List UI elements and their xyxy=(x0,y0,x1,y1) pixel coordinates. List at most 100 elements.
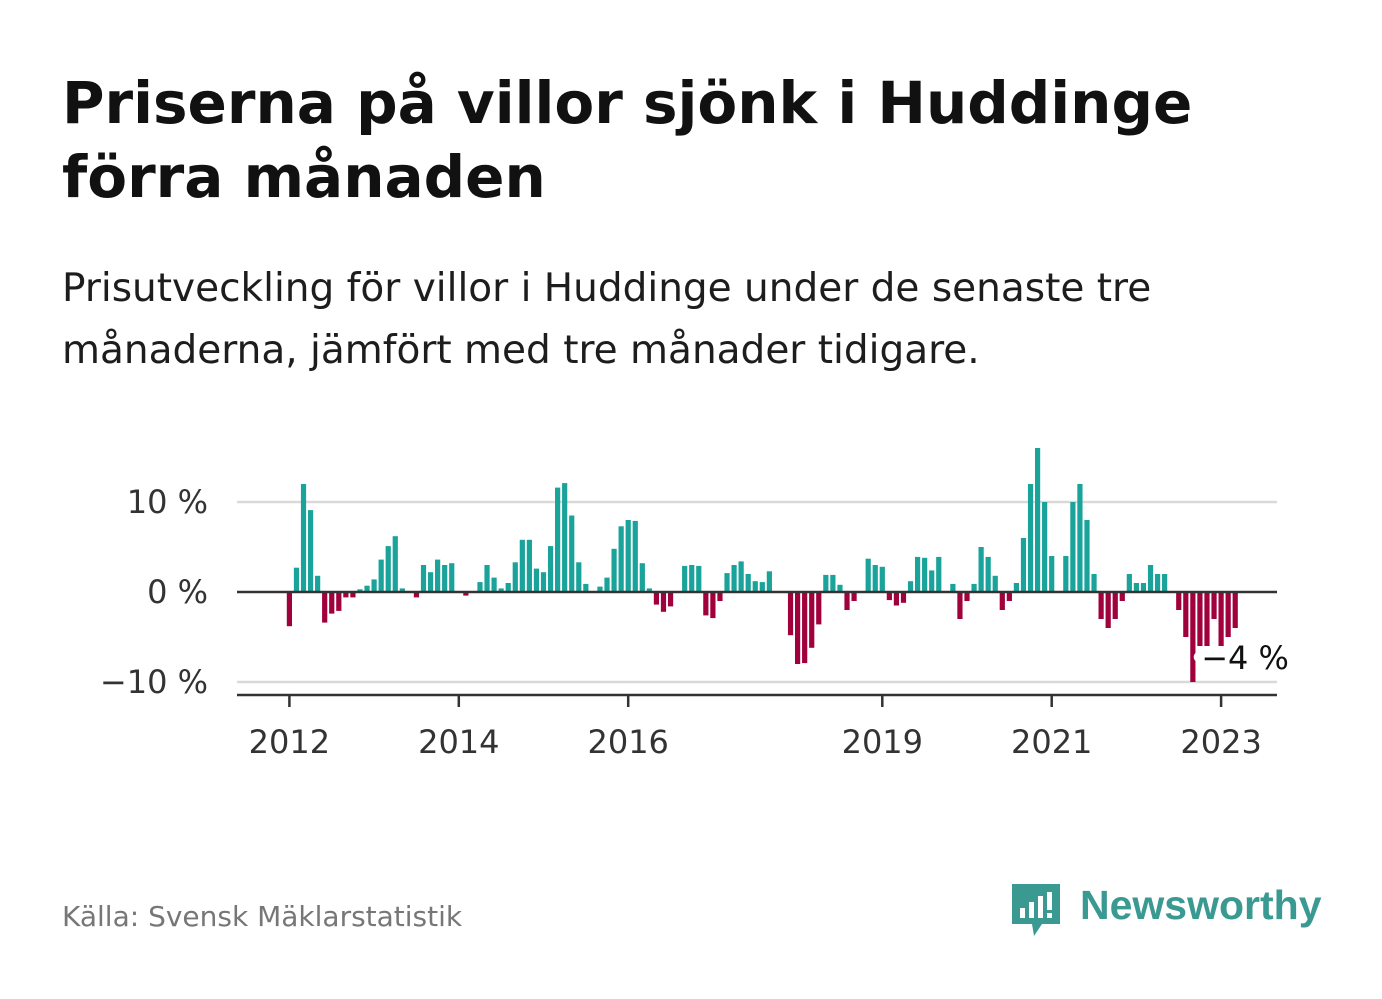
bar xyxy=(1020,538,1027,592)
bar xyxy=(357,589,363,592)
bar xyxy=(837,584,843,592)
bar xyxy=(1190,592,1196,682)
bar xyxy=(907,581,914,592)
bar xyxy=(526,539,532,592)
bar xyxy=(533,568,540,592)
bar-chart: 10 % 0 % −10 % 2012 2014 2016 2019 2021 2023 −4 % xyxy=(100,448,1289,761)
bar xyxy=(604,577,610,592)
bar xyxy=(759,582,765,592)
bar xyxy=(364,585,370,592)
bar xyxy=(950,583,956,592)
bar xyxy=(992,575,998,592)
bar xyxy=(350,592,356,598)
bar xyxy=(1133,583,1139,592)
label-layer: 10 % 0 % −10 % 2012 2014 2016 2019 2021 2023 −4 % xyxy=(100,483,1289,761)
bar xyxy=(872,565,878,592)
bar xyxy=(300,484,307,592)
bar xyxy=(307,510,314,592)
bar xyxy=(922,557,928,592)
annotation-marker xyxy=(1193,651,1205,663)
bar xyxy=(914,556,921,592)
bar xyxy=(413,592,420,598)
y-tick-label: −10 % xyxy=(100,663,208,701)
bar xyxy=(378,559,384,592)
bar xyxy=(611,548,617,592)
bar xyxy=(632,520,638,592)
bar xyxy=(646,588,652,592)
bar xyxy=(985,556,991,592)
bar xyxy=(597,586,603,592)
bar xyxy=(1042,502,1048,592)
bar xyxy=(752,581,758,592)
bar xyxy=(766,571,772,592)
chart-title: Priserna på villor sjönk i Huddinge förr… xyxy=(62,69,1193,211)
bar xyxy=(625,520,631,592)
bar xyxy=(1140,583,1147,592)
bar xyxy=(505,583,511,592)
bar xyxy=(745,574,751,592)
bar xyxy=(900,592,907,603)
bar xyxy=(442,565,448,592)
bar xyxy=(1218,592,1224,646)
bar xyxy=(399,588,405,592)
bar xyxy=(879,566,885,592)
bar xyxy=(1098,592,1104,619)
bar xyxy=(1027,484,1034,592)
bar xyxy=(583,583,589,592)
bar xyxy=(696,565,702,592)
bar xyxy=(1091,574,1097,592)
bar xyxy=(1197,592,1203,646)
bar xyxy=(1006,592,1012,601)
bar xyxy=(667,592,674,607)
bar xyxy=(795,592,801,664)
bar xyxy=(343,592,349,598)
bar xyxy=(710,592,716,619)
bar xyxy=(724,573,730,592)
bar xyxy=(1070,502,1076,592)
bar xyxy=(886,592,892,601)
bar xyxy=(540,572,547,592)
bar xyxy=(385,546,391,592)
bar xyxy=(1119,592,1125,601)
chart-subtitle: Prisutveckling för villor i Huddinge und… xyxy=(62,266,1152,373)
bar xyxy=(844,592,850,610)
newsworthy-logo-icon xyxy=(1012,884,1060,936)
bar xyxy=(731,565,737,592)
bar xyxy=(555,487,561,592)
y-tick-label: 10 % xyxy=(127,483,208,521)
axis-layer xyxy=(237,590,1277,707)
bar xyxy=(286,592,292,627)
bar xyxy=(1013,583,1020,592)
bar xyxy=(893,592,900,606)
bar xyxy=(576,562,582,592)
bar xyxy=(1084,520,1090,592)
newsworthy-logo-text: Newsworthy xyxy=(1080,882,1322,928)
bar xyxy=(999,592,1005,610)
bar xyxy=(865,558,871,592)
bar xyxy=(519,539,525,592)
bar xyxy=(1077,484,1083,592)
x-tick-label: 2021 xyxy=(1011,723,1092,761)
bar xyxy=(816,592,822,625)
bar xyxy=(823,574,829,592)
bar xyxy=(336,592,342,611)
bar xyxy=(682,565,688,592)
bar xyxy=(562,483,568,592)
bar xyxy=(463,592,469,596)
source-note: Källa: Svensk Mäklarstatistik xyxy=(62,900,463,933)
bar xyxy=(978,547,984,592)
annotation-label: −4 % xyxy=(1201,639,1289,677)
bar xyxy=(512,562,518,592)
bar xyxy=(371,579,377,592)
bars-layer xyxy=(286,448,1238,682)
grid-layer xyxy=(237,500,1277,684)
bar xyxy=(329,592,335,614)
bar xyxy=(653,592,660,605)
bar xyxy=(1154,574,1161,592)
bar xyxy=(851,592,857,601)
bar xyxy=(936,556,942,592)
bar xyxy=(971,583,977,592)
bar xyxy=(689,565,695,592)
bar xyxy=(293,567,300,592)
x-tick-label: 2012 xyxy=(249,723,330,761)
